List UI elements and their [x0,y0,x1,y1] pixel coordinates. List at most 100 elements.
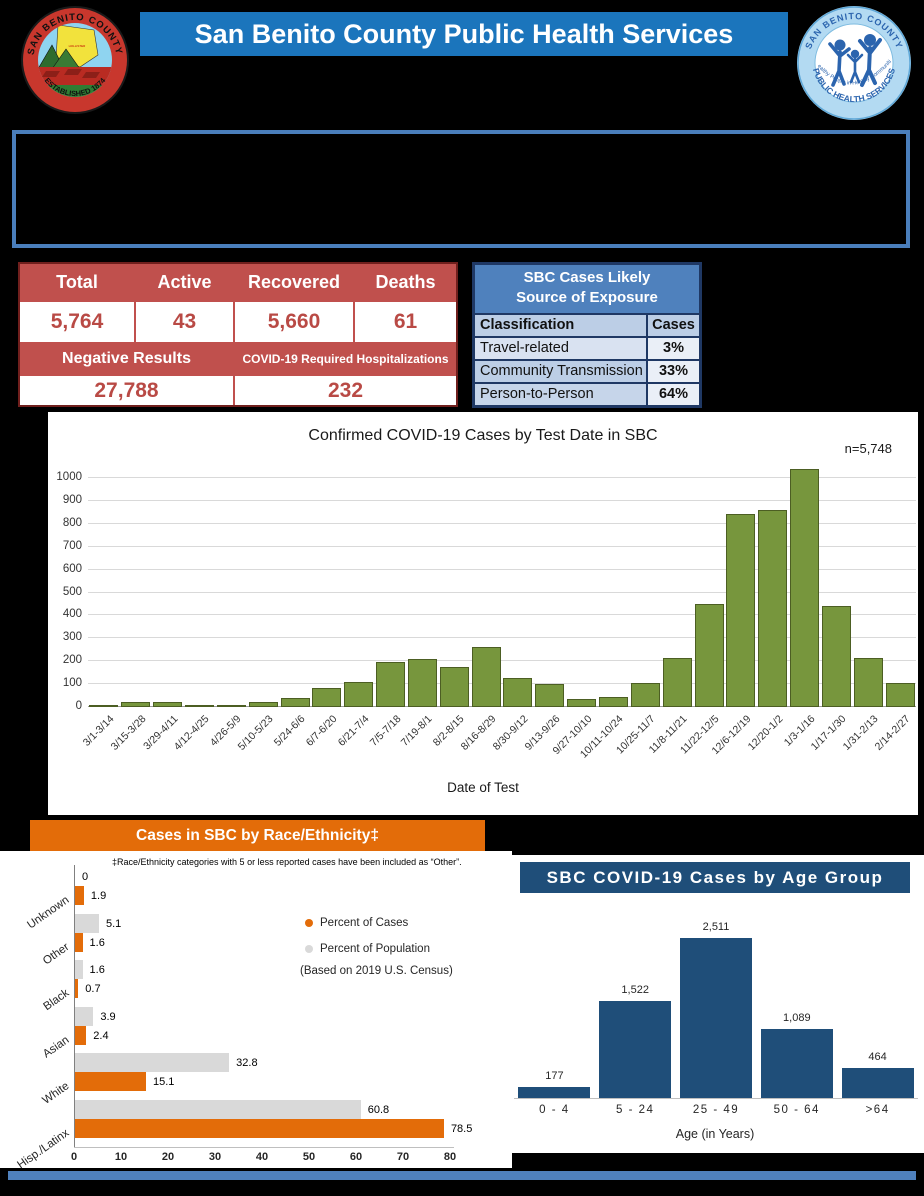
legend-label-cases: Percent of Cases [320,917,409,929]
bar [344,681,374,707]
grid-line [88,499,916,501]
exposure-value: 3% [646,337,699,359]
bar [726,513,756,707]
x-tick-label: 40 [255,1151,269,1163]
cases-value-label: 1.9 [90,890,107,902]
grid-line [88,614,916,616]
cases-bar [75,979,79,998]
grid-line [88,660,916,662]
y-tick-label: 600 [62,562,82,575]
y-tick-label: 900 [62,493,82,506]
bar-value-label: 464 [868,1051,887,1064]
exposure-value: 33% [646,360,699,382]
category-label: Asian [40,1033,72,1060]
bar [790,468,820,707]
legend-census-note: (Based on 2019 U.S. Census) [300,965,453,977]
bar [89,705,119,707]
race-x-axis-line [74,1147,454,1148]
notice-box [12,130,910,248]
bar [503,678,533,707]
test-date-chart-title: Confirmed COVID-19 Cases by Test Date in… [308,427,658,444]
y-tick-label: 500 [62,585,82,598]
county-seal-icon: HOLLISTER SAN BENITO COUNTY ESTABLISHED … [21,6,129,114]
stat-value-total: 5,764 [20,302,134,342]
bar [599,1001,672,1098]
grid-line [88,683,916,685]
population-value-label: 3.9 [100,1010,116,1023]
x-axis-line [88,706,916,707]
public-health-icon: SAN BENITO COUNTY PUBLIC HEALTH SERVICES… [794,1,911,120]
bar [471,647,501,707]
grid-line [88,637,916,639]
public-health-logo: SAN BENITO COUNTY PUBLIC HEALTH SERVICES… [794,1,912,126]
race-ethnicity-chart: ‡Race/Ethnicity categories with 5 or les… [0,851,512,1171]
x-tick-label: 30 [208,1151,222,1163]
bar [662,657,692,707]
bar [184,705,214,707]
population-value-label: 0 [82,871,89,883]
sample-size-annotation: n=5,748 [844,441,892,456]
stat-header-hospitalizations: COVID-19 Required Hospitalizations [235,344,456,374]
cases-value-label: 78.5 [450,1122,473,1135]
x-tick-label: 5/24-6/6 [271,713,308,749]
category-label: 25 - 49 [692,1104,740,1116]
y-tick-label: 700 [62,539,82,552]
population-value-label: 60.8 [367,1103,390,1116]
x-tick-label: 6/21-7/4 [335,713,372,749]
cases-value-label: 0.7 [85,983,101,995]
test-date-chart: Confirmed COVID-19 Cases by Test Date in… [48,412,918,815]
age-chart-title: SBC COVID-19 Cases by Age Group [520,862,910,893]
exposure-col-classification: Classification [480,316,575,333]
bar [758,510,788,707]
bar [853,657,883,707]
stat-value-recovered: 5,660 [235,302,353,342]
population-bar [75,960,83,979]
grid-line [88,522,916,524]
bar [821,606,851,707]
x-tick-label: 7/19-8/1 [399,713,435,749]
y-tick-label: 0 [75,700,82,712]
exposure-row-person: Person-to-Person 64% [475,381,699,405]
bar [841,1068,914,1098]
exposure-label: Community Transmission [480,362,643,379]
bar [535,684,565,707]
stat-header-deaths: Deaths [355,264,456,300]
x-tick-label: 20 [161,1151,175,1163]
bar [153,702,183,707]
population-bar [75,1006,94,1026]
bar [216,705,246,707]
exposure-row-community: Community Transmission 33% [475,358,699,382]
x-tick-label: 80 [443,1151,457,1163]
cases-value-label: 15.1 [152,1076,175,1088]
exposure-label: Travel-related [480,339,569,356]
cases-bar [75,886,84,905]
cases-value-label: 1.6 [89,936,105,949]
x-tick-label: 0 [70,1151,78,1163]
population-bar [75,1099,361,1119]
bar-value-label: 1,522 [621,984,649,997]
category-label: Other [40,940,72,967]
x-tick-label: 7/5-7/18 [367,713,404,749]
race-chart-footnote: ‡Race/Ethnicity categories with 5 or les… [112,857,462,867]
stat-value-hospitalizations: 232 [235,376,456,405]
exposure-table: SBC Cases Likely Source of Exposure Clas… [472,262,702,408]
population-value-label: 32.8 [236,1057,258,1069]
cases-bar [75,1025,87,1045]
grid-line [88,477,916,478]
bar [760,1028,833,1098]
test-date-axis-title: Date of Test [447,780,519,795]
age-axis-title: Age (in Years) [675,1127,755,1141]
bar [694,603,724,707]
exposure-value: 64% [646,383,699,405]
exposure-title-line2: Source of Exposure [516,289,658,307]
page-title: San Benito County Public Health Services [140,12,788,56]
grid-line [88,591,916,593]
page-title-text: San Benito County Public Health Services [194,18,734,49]
bar [885,682,915,707]
age-chart-title-text: SBC COVID-19 Cases by Age Group [546,867,884,887]
stat-value-negative-results: 27,788 [20,376,233,405]
stat-value-active: 43 [136,302,233,342]
exposure-title-line1: SBC Cases Likely [523,269,651,286]
population-bar [75,913,99,933]
